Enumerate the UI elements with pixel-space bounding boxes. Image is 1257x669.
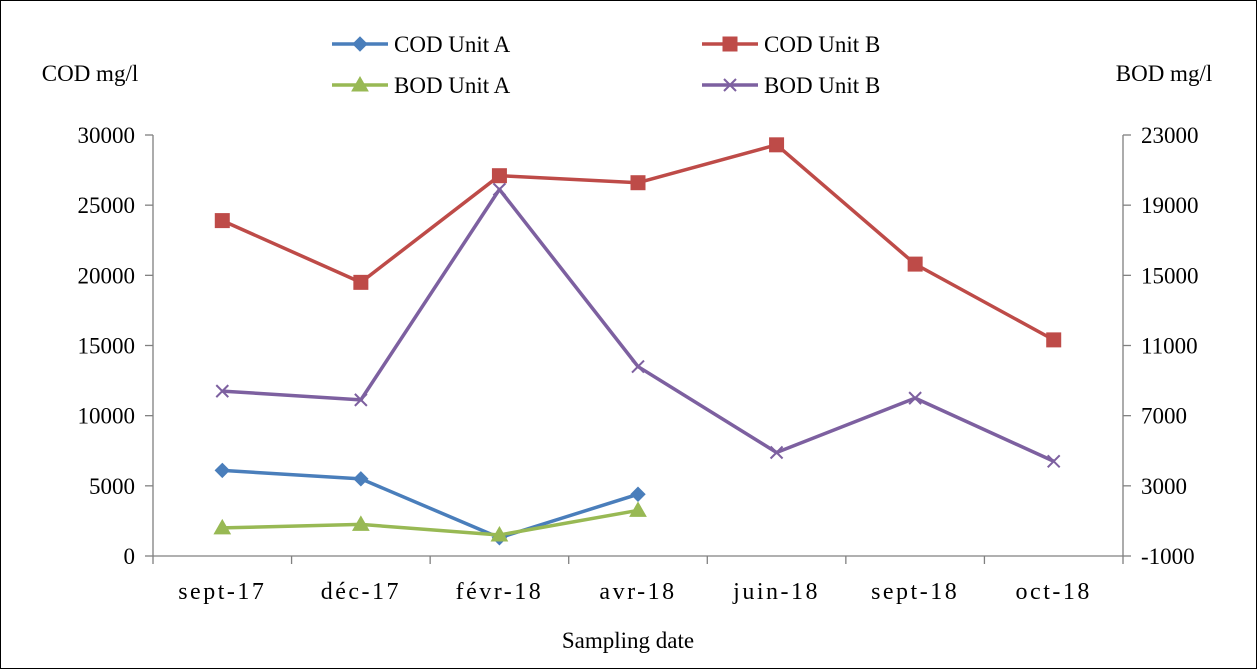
series-bod-unit-a bbox=[213, 501, 647, 542]
data-point-cod-unit-a bbox=[353, 471, 369, 487]
data-point-bod-unit-b bbox=[1047, 454, 1061, 468]
data-point-cod-unit-b bbox=[769, 137, 785, 153]
left-tick-label: 25000 bbox=[78, 193, 136, 218]
data-point-bod-unit-b-stroke bbox=[492, 182, 507, 197]
x-axis-title: Sampling date bbox=[562, 628, 694, 653]
data-point-bod-unit-a bbox=[629, 501, 647, 517]
legend-label: BOD Unit A bbox=[394, 73, 511, 98]
legend-entry-bod-unit-a: BOD Unit A bbox=[332, 73, 511, 98]
x-tick-label: oct-18 bbox=[1016, 579, 1092, 605]
series-layer bbox=[213, 137, 1062, 546]
data-point-bod-unit-b bbox=[631, 359, 645, 374]
data-point-cod-unit-b bbox=[214, 213, 230, 229]
x-tick-label: avr-18 bbox=[599, 579, 676, 605]
left-tick-label: 0 bbox=[124, 544, 136, 569]
data-point-bod-unit-b bbox=[492, 182, 507, 197]
data-point-bod-unit-b bbox=[354, 393, 368, 407]
legend-swatch-marker bbox=[722, 36, 738, 52]
legend-swatch-marker bbox=[352, 36, 368, 52]
legend-swatch-marker bbox=[723, 78, 737, 92]
series-line-bod-unit-a bbox=[222, 508, 639, 537]
series-line-cod-unit-a bbox=[222, 468, 639, 540]
data-point-cod-unit-b bbox=[630, 175, 646, 191]
data-point-cod-unit-a bbox=[214, 462, 230, 479]
data-point-bod-unit-b bbox=[215, 384, 229, 398]
right-tick-label: 15000 bbox=[1141, 263, 1199, 288]
data-point-cod-unit-a bbox=[630, 486, 646, 502]
data-point-bod-unit-a bbox=[351, 515, 370, 531]
x-tick-label: juin-18 bbox=[732, 579, 820, 605]
data-point-bod-unit-b-stroke bbox=[631, 359, 645, 374]
data-point-bod-unit-b-stroke bbox=[215, 384, 229, 398]
data-point-cod-unit-b bbox=[353, 274, 369, 290]
data-point-bod-unit-b-stroke bbox=[1047, 454, 1061, 468]
series-cod-unit-b bbox=[214, 137, 1062, 348]
right-tick-label: -1000 bbox=[1141, 544, 1195, 569]
right-axis-title: BOD mg/l bbox=[1116, 61, 1212, 86]
legend-swatch-marker bbox=[351, 75, 369, 92]
data-point-bod-unit-a bbox=[490, 525, 509, 542]
data-point-cod-unit-b bbox=[907, 256, 923, 272]
axes: 0 5000 10000 15000 20000 25000 30000 -1000 3000 7… bbox=[78, 123, 1199, 605]
data-point-cod-unit-b bbox=[1046, 332, 1062, 348]
left-tick-label: 30000 bbox=[78, 123, 136, 148]
legend-label: BOD Unit B bbox=[764, 73, 880, 98]
data-point-bod-unit-b-stroke bbox=[908, 391, 922, 405]
data-point-bod-unit-b bbox=[908, 391, 922, 405]
x-tick-label: sept-18 bbox=[871, 579, 959, 605]
legend-entry-cod-unit-b: COD Unit B bbox=[702, 32, 880, 57]
right-tick-label: 7000 bbox=[1141, 404, 1187, 429]
right-tick-label: 11000 bbox=[1141, 334, 1198, 359]
left-tick-label: 10000 bbox=[78, 404, 136, 429]
data-point-bod-unit-b bbox=[769, 445, 784, 460]
left-tick-label: 20000 bbox=[78, 263, 136, 288]
data-point-cod-unit-b bbox=[491, 168, 507, 184]
legend-label: COD Unit B bbox=[764, 32, 880, 57]
legend-label: COD Unit A bbox=[394, 32, 511, 57]
data-point-bod-unit-b-stroke bbox=[769, 445, 784, 460]
series-bod-unit-b bbox=[215, 182, 1061, 468]
x-tick-label: févr-18 bbox=[456, 579, 544, 605]
right-tick-label: 19000 bbox=[1141, 193, 1199, 218]
legend: COD Unit A COD Unit B BOD Unit A BOD Unit B bbox=[332, 32, 880, 98]
data-point-bod-unit-a bbox=[213, 518, 232, 535]
left-axis-title: COD mg/l bbox=[42, 61, 138, 86]
legend-swatch-marker-stroke bbox=[723, 78, 737, 92]
right-tick-label: 3000 bbox=[1141, 474, 1187, 499]
data-point-bod-unit-b-stroke bbox=[354, 393, 368, 407]
right-tick-label: 23000 bbox=[1141, 123, 1199, 148]
legend-entry-bod-unit-b: BOD Unit B bbox=[702, 73, 880, 98]
x-tick-label: sept-17 bbox=[178, 579, 266, 605]
x-tick-label: déc-17 bbox=[321, 579, 401, 605]
left-tick-label: 5000 bbox=[89, 474, 135, 499]
left-tick-label: 15000 bbox=[78, 334, 136, 359]
legend-entry-cod-unit-a: COD Unit A bbox=[332, 32, 511, 57]
